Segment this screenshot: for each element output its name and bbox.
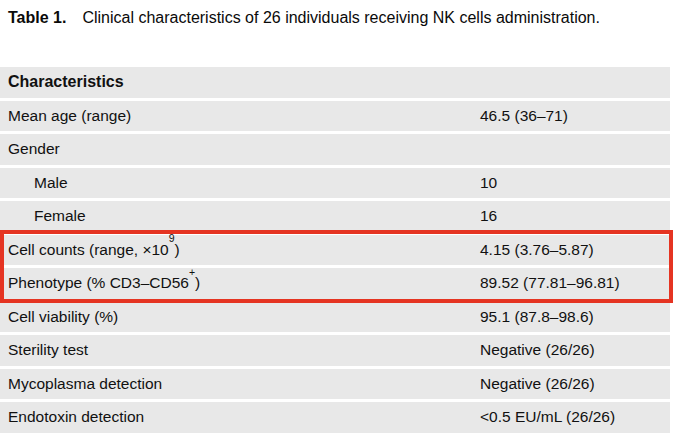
row-label: Female	[0, 201, 480, 232]
table-caption-number: Table 1.	[8, 9, 66, 26]
table-row-cell-counts: Cell counts (range, ×109) 4.15 (3.76–5.8…	[0, 235, 670, 266]
row-label-text: Cell counts (range, ×10	[8, 241, 169, 258]
row-label-text: Phenotype (% CD3–CD56	[8, 274, 189, 291]
row-label: Sterility test	[0, 335, 480, 366]
row-value: 10	[480, 168, 670, 199]
row-label-sup: +	[189, 266, 195, 278]
row-value: 4.15 (3.76–5.87)	[480, 235, 670, 266]
table-header-row: Characteristics	[0, 67, 670, 98]
row-label-text: Endotoxin detection	[8, 408, 144, 425]
row-label: Endotoxin detection	[0, 402, 480, 433]
row-label: Cell counts (range, ×109)	[0, 235, 480, 266]
row-label-text: Gender	[8, 140, 60, 157]
row-label-post: )	[175, 241, 180, 258]
row-value: 95.1 (87.8–98.6)	[480, 302, 670, 333]
table-caption-text: Clinical characteristics of 26 individua…	[82, 9, 600, 26]
clinical-characteristics-table: Characteristics Mean age (range) 46.5 (3…	[0, 67, 670, 433]
row-label-text: Male	[34, 174, 68, 191]
row-value: 16	[480, 201, 670, 232]
row-label: Phenotype (% CD3–CD56+)	[0, 268, 480, 299]
table-row-female: Female 16	[0, 201, 670, 232]
row-label-post: )	[195, 274, 200, 291]
row-label-text: Cell viability (%)	[8, 308, 118, 325]
header-label-text: Characteristics	[8, 73, 124, 90]
row-label-text: Mean age (range)	[8, 107, 131, 124]
row-label-text: Sterility test	[8, 341, 88, 358]
row-label: Gender	[0, 134, 480, 165]
row-value: 46.5 (36–71)	[480, 101, 670, 132]
row-label: Mean age (range)	[0, 101, 480, 132]
table-row-sterility-test: Sterility test Negative (26/26)	[0, 335, 670, 366]
table-row-mean-age: Mean age (range) 46.5 (36–71)	[0, 101, 670, 132]
table-row-mycoplasma: Mycoplasma detection Negative (26/26)	[0, 369, 670, 400]
row-label: Cell viability (%)	[0, 302, 480, 333]
row-value: Negative (26/26)	[480, 335, 670, 366]
row-label-text: Female	[34, 207, 86, 224]
table-row-endotoxin: Endotoxin detection <0.5 EU/mL (26/26)	[0, 402, 670, 433]
row-label: Male	[0, 168, 480, 199]
row-label-sup: 9	[169, 232, 175, 244]
table-row-male: Male 10	[0, 168, 670, 199]
row-value: Negative (26/26)	[480, 369, 670, 400]
table-caption: Table 1. Clinical characteristics of 26 i…	[8, 5, 633, 31]
table-row-phenotype: Phenotype (% CD3–CD56+) 89.52 (77.81–96.…	[0, 268, 670, 299]
header-characteristics: Characteristics	[0, 67, 480, 98]
row-label: Mycoplasma detection	[0, 369, 480, 400]
table-row-gender: Gender	[0, 134, 670, 165]
table-row-cell-viability: Cell viability (%) 95.1 (87.8–98.6)	[0, 302, 670, 333]
row-value: 89.52 (77.81–96.81)	[480, 268, 670, 299]
row-label-text: Mycoplasma detection	[8, 375, 162, 392]
row-value: <0.5 EU/mL (26/26)	[480, 402, 670, 433]
